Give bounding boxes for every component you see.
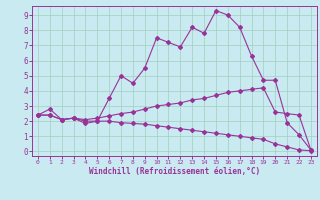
X-axis label: Windchill (Refroidissement éolien,°C): Windchill (Refroidissement éolien,°C) [89, 167, 260, 176]
